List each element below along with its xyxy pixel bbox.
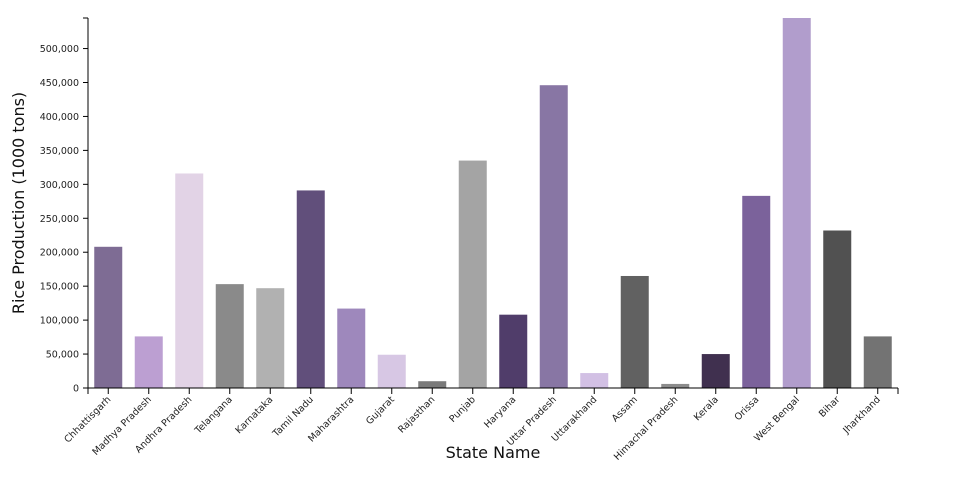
bar-haryana (499, 314, 528, 388)
x-tick-label: Rajasthan (396, 394, 437, 435)
y-tick-label: 300,000 (40, 180, 79, 191)
x-tick-label: Gujarat (364, 394, 397, 427)
x-tick-label: Jharkhand (840, 394, 882, 436)
bar-orissa (742, 195, 771, 388)
y-tick-label: 50,000 (46, 350, 79, 361)
bar-madhya-pradesh (134, 336, 163, 388)
bar-gujarat (377, 354, 406, 388)
x-tick-label: Bihar (817, 394, 842, 419)
y-tick-label: 0 (73, 384, 79, 395)
bars-group (94, 18, 892, 389)
bar-assam (620, 275, 649, 388)
y-axis-title: Rice Production (1000 tons) (9, 92, 28, 314)
x-tick-label: Kerala (692, 394, 721, 423)
bar-telangana (215, 284, 244, 388)
y-tick-label: 450,000 (40, 78, 79, 89)
bar-uttarakhand (580, 373, 609, 388)
bar-rajasthan (418, 381, 447, 388)
y-tick-label: 100,000 (40, 316, 79, 327)
bar-kerala (701, 354, 730, 388)
bar-andhra-pradesh (175, 173, 204, 388)
x-tick-label: Haryana (482, 394, 518, 430)
bar-himachal-pradesh (661, 383, 690, 388)
y-tick-label: 500,000 (40, 44, 79, 55)
bar-jharkhand (863, 336, 892, 388)
bar-karnataka (256, 288, 285, 388)
y-tick-label: 150,000 (40, 282, 79, 293)
bar-bihar (823, 230, 852, 388)
bar-punjab (458, 160, 487, 388)
y-tick-label: 250,000 (40, 214, 79, 225)
x-axis-title: State Name (446, 443, 541, 462)
y-axis: 0 50,000 100,000 150,000 200,000 250,000 300,0… (40, 17, 89, 395)
x-tick-label: Orissa (733, 394, 762, 423)
y-tick-label: 400,000 (40, 112, 79, 123)
x-tick-label: Telangana (192, 394, 235, 437)
bar-uttar-pradesh (539, 85, 568, 389)
bar-tamil-nadu (296, 190, 325, 388)
y-tick-label: 200,000 (40, 248, 79, 259)
x-tick-label: Karnataka (234, 394, 276, 436)
bar-west-bengal (782, 18, 811, 388)
x-tick-label: Punjab (447, 394, 477, 424)
y-tick-label: 350,000 (40, 146, 79, 157)
bar-chhattisgarh (94, 246, 123, 388)
x-tick-label: Assam (610, 394, 640, 424)
bar-maharashtra (337, 308, 366, 388)
